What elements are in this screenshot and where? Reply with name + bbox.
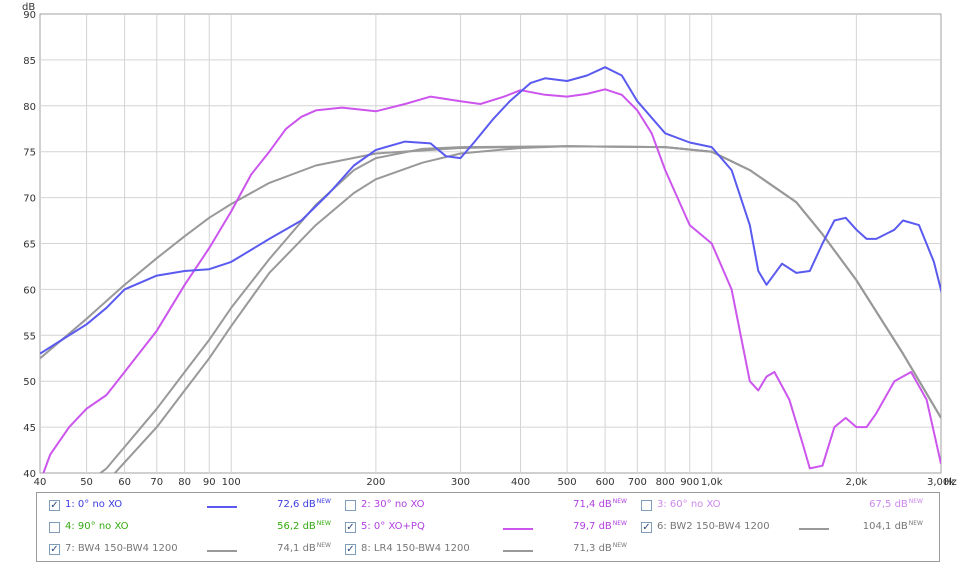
y-tick-label: 60: [23, 285, 36, 296]
x-tick-label: 700: [628, 477, 647, 488]
legend-line-swatch: [207, 506, 237, 508]
x-axis-unit: Hz: [944, 477, 957, 488]
y-tick-label: 50: [23, 377, 36, 388]
legend-new-tag: NEW: [612, 520, 627, 527]
legend-new-tag: NEW: [316, 498, 331, 505]
legend-item-1[interactable]: ✓ 1: 0° no XO 72,6 dBNEW: [43, 497, 337, 515]
x-tick-label: 3,00k: [927, 477, 955, 488]
x-tick-label: 400: [511, 477, 530, 488]
legend-line-swatch: [503, 528, 533, 530]
legend-value: 71,4 dBNEW: [573, 498, 627, 510]
legend-new-tag: NEW: [316, 542, 331, 549]
legend-label: 3: 60° no XO: [657, 499, 721, 510]
legend: ✓ 1: 0° no XO 72,6 dBNEW 2: 30° no XO 71,4 d…: [36, 492, 940, 562]
series-line-1: [40, 66, 941, 355]
legend-item-6[interactable]: ✓ 6: BW2 150-BW4 1200 104,1 dBNEW: [635, 519, 929, 537]
legend-label: 2: 30° no XO: [361, 499, 425, 510]
y-tick-label: 45: [23, 423, 36, 434]
x-tick-label: 100: [222, 477, 241, 488]
y-tick-label: 55: [23, 331, 36, 342]
legend-value-text: 79,7 dB: [573, 521, 612, 532]
legend-value: 79,7 dBNEW: [573, 520, 627, 532]
frequency-response-chart: 40 45 50 55 60 65 70 75 80 85 90 40 50 60 70 80 90 100 200…: [22, 2, 957, 488]
x-tick-label: 300: [451, 477, 470, 488]
legend-checkbox[interactable]: ✓: [49, 500, 60, 511]
legend-label: 6: BW2 150-BW4 1200: [657, 521, 770, 532]
legend-item-8[interactable]: ✓ 8: LR4 150-BW4 1200 71,3 dBNEW: [339, 541, 633, 559]
legend-value: 74,1 dBNEW: [277, 542, 331, 554]
legend-value-text: 74,1 dB: [277, 543, 316, 554]
x-tick-label: 500: [558, 477, 577, 488]
legend-value-text: 104,1 dB: [862, 521, 908, 532]
x-tick-label: 40: [34, 477, 47, 488]
legend-item-4[interactable]: 4: 90° no XO 56,2 dBNEW: [43, 519, 337, 537]
legend-value: 71,3 dBNEW: [573, 542, 627, 554]
legend-item-5[interactable]: ✓ 5: 0° XO+PQ 79,7 dBNEW: [339, 519, 633, 537]
x-tick-label: 50: [80, 477, 93, 488]
legend-new-tag: NEW: [612, 498, 627, 505]
legend-line-swatch: [799, 528, 829, 530]
legend-checkbox[interactable]: [345, 500, 356, 511]
legend-value: 67,5 dBNEW: [869, 498, 923, 510]
y-tick-label: 85: [23, 56, 36, 67]
legend-value-text: 56,2 dB: [277, 521, 316, 532]
legend-value: 56,2 dBNEW: [277, 520, 331, 532]
legend-new-tag: NEW: [316, 520, 331, 527]
series-lines: [40, 66, 941, 473]
legend-value-text: 72,6 dB: [277, 499, 316, 510]
series-line-2: [42, 88, 941, 473]
legend-label: 5: 0° XO+PQ: [361, 521, 425, 532]
legend-value: 104,1 dBNEW: [863, 520, 923, 532]
y-tick-label: 75: [23, 148, 36, 159]
legend-value-text: 71,3 dB: [573, 543, 612, 554]
legend-value-text: 71,4 dB: [573, 499, 612, 510]
y-tick-label: 65: [23, 240, 36, 251]
legend-line-swatch: [503, 550, 533, 552]
legend-label: 8: LR4 150-BW4 1200: [361, 543, 470, 554]
legend-new-tag: NEW: [612, 542, 627, 549]
legend-checkbox[interactable]: [49, 522, 60, 533]
legend-value: 72,6 dBNEW: [277, 498, 331, 510]
y-tick-label: 80: [23, 102, 36, 113]
legend-checkbox[interactable]: ✓: [641, 522, 652, 533]
y-tick-label: 70: [23, 194, 36, 205]
x-tick-label: 1,0k: [701, 477, 723, 488]
legend-item-7[interactable]: ✓ 7: BW4 150-BW4 1200 74,1 dBNEW: [43, 541, 337, 559]
legend-line-swatch: [207, 550, 237, 552]
x-tick-label: 60: [118, 477, 131, 488]
legend-checkbox[interactable]: ✓: [345, 544, 356, 555]
legend-checkbox[interactable]: [641, 500, 652, 511]
legend-checkbox[interactable]: ✓: [49, 544, 60, 555]
x-tick-label: 200: [366, 477, 385, 488]
series-line-5: [113, 145, 941, 473]
legend-item-3[interactable]: 3: 60° no XO 67,5 dBNEW: [635, 497, 929, 515]
legend-label: 4: 90° no XO: [65, 521, 129, 532]
x-tick-label: 90: [203, 477, 216, 488]
y-axis-unit: dB: [22, 2, 35, 13]
x-tick-label: 900: [680, 477, 699, 488]
legend-label: 1: 0° no XO: [65, 499, 123, 510]
legend-new-tag: NEW: [908, 498, 923, 505]
x-tick-label: 70: [150, 477, 163, 488]
y-tick-label: 90: [23, 10, 36, 21]
legend-value-text: 67,5 dB: [869, 499, 908, 510]
x-tick-label: 600: [596, 477, 615, 488]
legend-item-2[interactable]: 2: 30° no XO 71,4 dBNEW: [339, 497, 633, 515]
legend-label: 7: BW4 150-BW4 1200: [65, 543, 178, 554]
x-tick-label: 80: [178, 477, 191, 488]
x-tick-label: 2,0k: [846, 477, 868, 488]
axis-ticks: 40 45 50 55 60 65 70 75 80 85 90 40 50 60 70 80 90 100 200…: [23, 10, 955, 488]
legend-new-tag: NEW: [908, 520, 923, 527]
legend-checkbox[interactable]: ✓: [345, 522, 356, 533]
y-tick-label: 40: [23, 469, 36, 480]
x-tick-label: 800: [656, 477, 675, 488]
